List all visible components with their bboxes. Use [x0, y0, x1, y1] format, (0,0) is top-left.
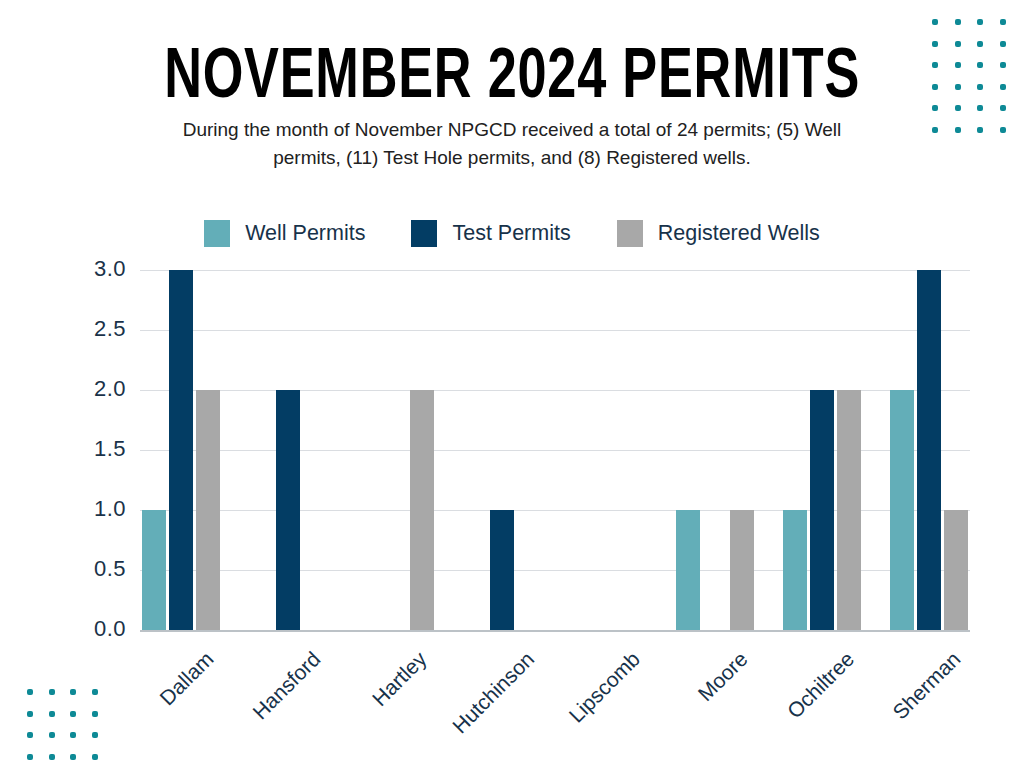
x-axis-label-hansford: Hansford — [248, 647, 325, 724]
x-axis-label-moore: Moore — [693, 647, 752, 706]
dot-icon — [1000, 105, 1006, 111]
x-axis-label-lipscomb: Lipscomb — [565, 647, 646, 728]
dot-icon — [977, 19, 983, 25]
well-permits-swatch — [204, 220, 230, 247]
dot-icon — [932, 105, 938, 111]
dot-icon — [932, 127, 938, 133]
legend-item-well-permits: Well Permits — [204, 220, 365, 247]
bar-groups — [128, 270, 982, 630]
bar-well-permits-dallam — [142, 510, 166, 630]
bar-registered-wells-hartley — [410, 390, 434, 630]
dot-icon — [1000, 127, 1006, 133]
x-axis-label-sherman: Sherman — [888, 647, 965, 724]
legend-label: Registered Wells — [658, 221, 820, 246]
bar-test-permits-ochiltree — [810, 390, 834, 630]
bar-group-lipscomb — [555, 270, 662, 630]
registered-wells-swatch — [617, 220, 643, 247]
page-subtitle: During the month of November NPGCD recei… — [167, 116, 857, 172]
dot-icon — [955, 127, 961, 133]
bar-group-hansford — [235, 270, 342, 630]
bar-group-hartley — [342, 270, 449, 630]
x-axis-line — [140, 630, 970, 632]
bar-test-permits-dallam — [169, 270, 193, 630]
bar-well-permits-moore — [676, 510, 700, 630]
y-axis-tick-label: 3.0 — [0, 256, 126, 282]
bar-group-ochiltree — [769, 270, 876, 630]
bar-registered-wells-moore — [730, 510, 754, 630]
dot-icon — [955, 105, 961, 111]
x-axis-label-ochiltree: Ochiltree — [782, 647, 858, 723]
legend-label: Test Permits — [452, 221, 570, 246]
test-permits-swatch — [411, 220, 437, 247]
dot-icon — [977, 105, 983, 111]
chart-area: 3.02.52.01.51.00.50.0DallamHansfordHartl… — [0, 270, 1024, 768]
y-axis-tick-label: 1.5 — [0, 436, 126, 462]
bar-group-moore — [662, 270, 769, 630]
y-axis-tick-label: 0.0 — [0, 616, 126, 642]
legend-label: Well Permits — [245, 221, 365, 246]
bar-well-permits-ochiltree — [783, 510, 807, 630]
bar-test-permits-hutchinson — [490, 510, 514, 630]
x-axis-label-hutchinson: Hutchinson — [447, 647, 538, 738]
y-axis-tick-label: 2.5 — [0, 316, 126, 342]
bar-registered-wells-ochiltree — [837, 390, 861, 630]
bar-group-hutchinson — [448, 270, 555, 630]
dot-icon — [1000, 19, 1006, 25]
dot-icon — [932, 19, 938, 25]
bar-test-permits-sherman — [917, 270, 941, 630]
page-title: NOVEMBER 2024 PERMITS — [164, 38, 860, 108]
y-axis-tick-label: 2.0 — [0, 376, 126, 402]
dot-icon — [977, 127, 983, 133]
bar-group-dallam — [128, 270, 235, 630]
x-axis-label-dallam: Dallam — [155, 647, 218, 710]
bar-registered-wells-dallam — [196, 390, 220, 630]
y-axis-tick-label: 0.5 — [0, 556, 126, 582]
bar-well-permits-sherman — [890, 390, 914, 630]
x-axis-label-hartley: Hartley — [368, 647, 432, 711]
legend-item-test-permits: Test Permits — [411, 220, 570, 247]
chart-legend: Well Permits Test Permits Registered Wel… — [0, 220, 1024, 247]
bar-group-sherman — [875, 270, 982, 630]
header: NOVEMBER 2024 PERMITS — [0, 38, 1024, 105]
dot-icon — [955, 19, 961, 25]
legend-item-registered-wells: Registered Wells — [617, 220, 820, 247]
bar-test-permits-hansford — [276, 390, 300, 630]
bar-registered-wells-sherman — [944, 510, 968, 630]
y-axis-tick-label: 1.0 — [0, 496, 126, 522]
